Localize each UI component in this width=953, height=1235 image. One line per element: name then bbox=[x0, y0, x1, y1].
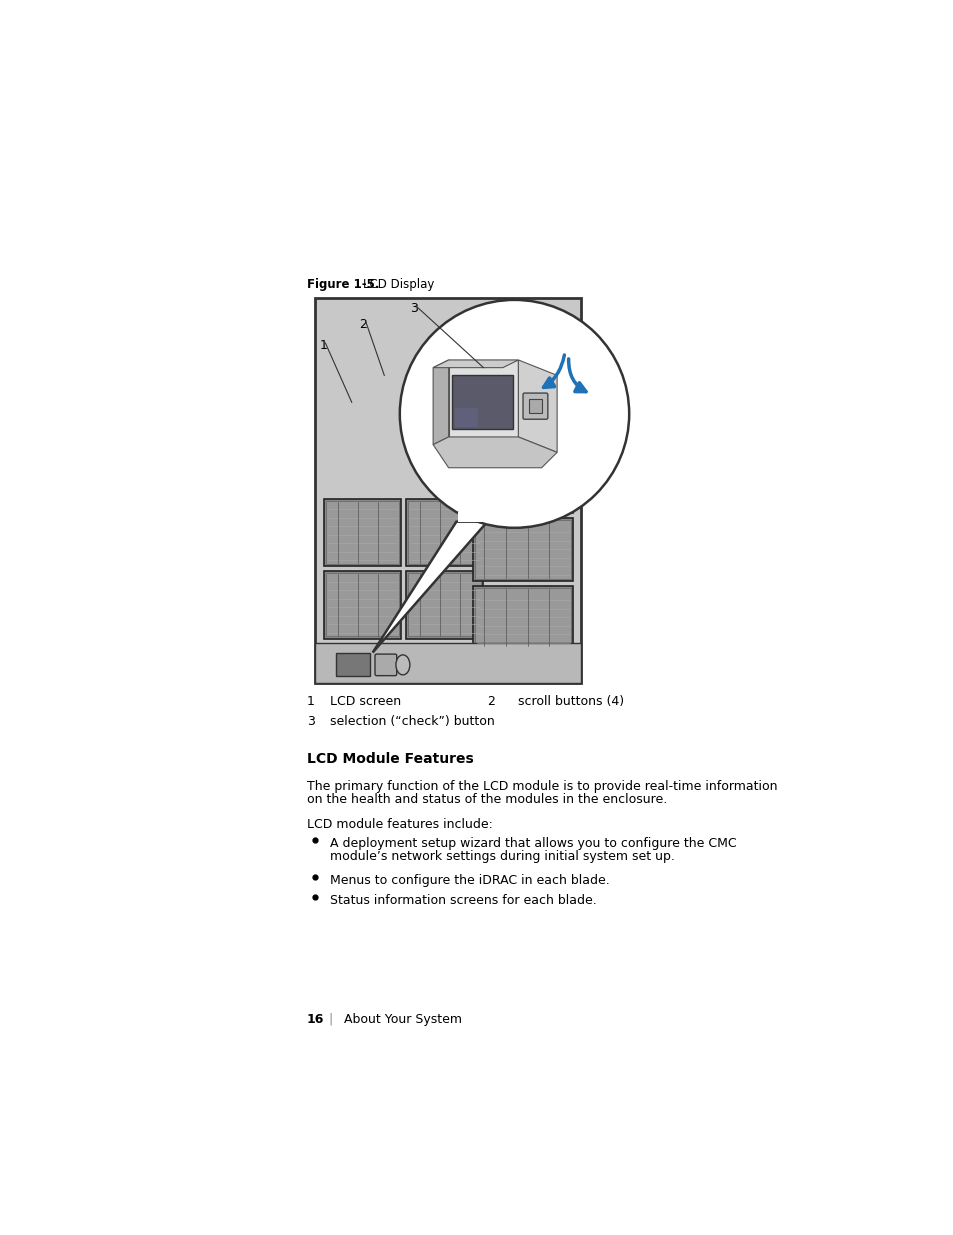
Bar bbox=[529, 399, 541, 412]
Bar bbox=[314, 643, 580, 683]
Polygon shape bbox=[433, 437, 557, 468]
Text: scroll buttons (4): scroll buttons (4) bbox=[517, 695, 624, 708]
Polygon shape bbox=[448, 359, 517, 437]
Bar bbox=[475, 520, 571, 579]
Text: |: | bbox=[328, 1013, 333, 1026]
Polygon shape bbox=[433, 359, 517, 368]
Bar bbox=[406, 499, 483, 567]
Bar bbox=[472, 517, 573, 580]
Bar bbox=[408, 501, 480, 564]
Text: 2: 2 bbox=[487, 695, 495, 708]
Polygon shape bbox=[457, 513, 485, 521]
Ellipse shape bbox=[395, 655, 410, 674]
Text: 16: 16 bbox=[307, 1013, 324, 1026]
Text: on the health and status of the modules in the enclosure.: on the health and status of the modules … bbox=[307, 793, 666, 805]
Text: Menus to configure the iDRAC in each blade.: Menus to configure the iDRAC in each bla… bbox=[330, 873, 609, 887]
Text: A deployment setup wizard that allows you to configure the CMC: A deployment setup wizard that allows yo… bbox=[330, 836, 736, 850]
Polygon shape bbox=[517, 359, 557, 452]
Text: 3: 3 bbox=[410, 303, 417, 315]
Polygon shape bbox=[433, 359, 448, 445]
FancyBboxPatch shape bbox=[375, 655, 396, 676]
Text: About Your System: About Your System bbox=[344, 1013, 461, 1026]
Bar bbox=[326, 501, 398, 564]
Bar bbox=[475, 588, 571, 646]
Text: LCD Display: LCD Display bbox=[362, 278, 434, 290]
FancyBboxPatch shape bbox=[522, 393, 547, 419]
Bar bbox=[323, 571, 401, 638]
Text: Figure 1-5.: Figure 1-5. bbox=[307, 278, 379, 290]
Bar bbox=[406, 571, 483, 638]
FancyBboxPatch shape bbox=[314, 299, 580, 683]
Bar bbox=[475, 452, 571, 511]
Text: Status information screens for each blade.: Status information screens for each blad… bbox=[330, 894, 597, 906]
Text: The primary function of the LCD module is to provide real-time information: The primary function of the LCD module i… bbox=[307, 779, 777, 793]
Text: selection (“check”) button: selection (“check”) button bbox=[330, 715, 495, 727]
Bar bbox=[472, 585, 573, 648]
Polygon shape bbox=[373, 521, 487, 652]
Bar bbox=[335, 652, 370, 676]
Bar bbox=[326, 573, 398, 636]
Circle shape bbox=[399, 300, 629, 527]
Bar bbox=[452, 375, 513, 430]
Bar bbox=[472, 450, 573, 514]
Bar bbox=[455, 408, 477, 427]
Bar bbox=[323, 499, 401, 567]
Text: module’s network settings during initial system set up.: module’s network settings during initial… bbox=[330, 850, 674, 863]
Text: LCD Module Features: LCD Module Features bbox=[307, 752, 473, 766]
Text: 2: 2 bbox=[359, 317, 367, 331]
Text: 3: 3 bbox=[307, 715, 314, 727]
Text: 1: 1 bbox=[307, 695, 314, 708]
Text: 1: 1 bbox=[319, 340, 327, 352]
Text: LCD module features include:: LCD module features include: bbox=[307, 818, 492, 831]
Bar bbox=[408, 573, 480, 636]
Text: LCD screen: LCD screen bbox=[330, 695, 401, 708]
